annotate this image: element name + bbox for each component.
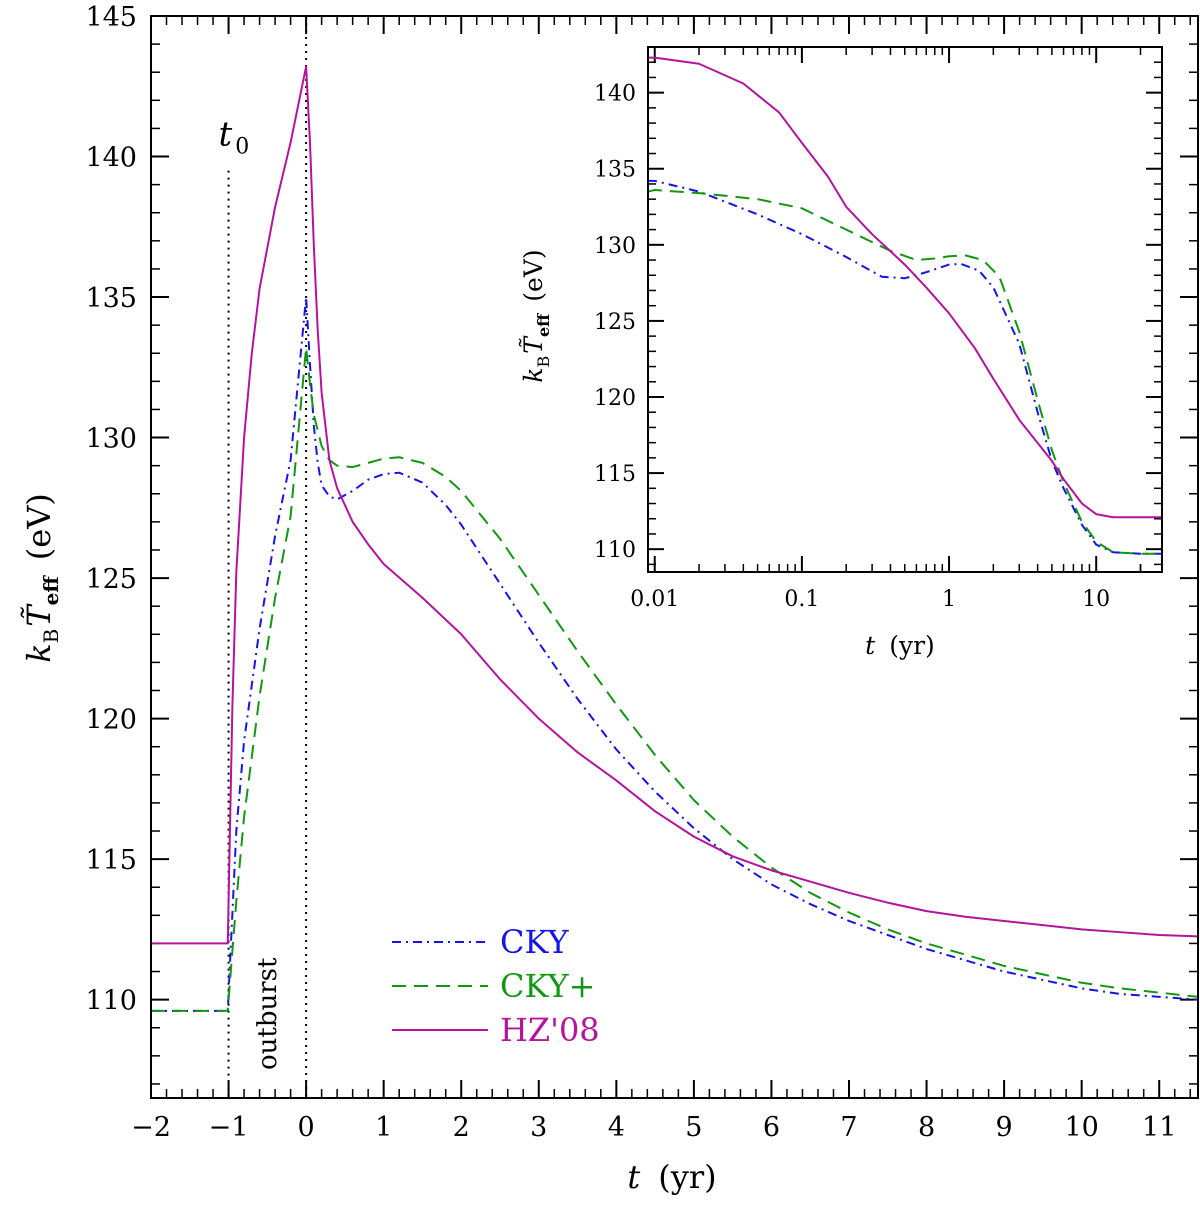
main-y-tick-label: 120 [85,705,137,736]
legend: CKY CKY+ HZ'08 [392,923,600,1049]
legend-label-cky: CKY [500,923,570,961]
inset-x-tick-label: 1 [942,587,956,612]
outburst-label: outburst [253,957,283,1070]
main-x-tick-label: 10 [1064,1112,1098,1143]
legend-item-ckyplus: CKY+ [392,967,595,1005]
main-x-tick-label: 1 [375,1112,392,1143]
inset-x-tick-label: 0.01 [630,587,679,612]
inset-series-cky [647,189,1162,555]
inset-x-axis-label: t (yr) [865,631,935,660]
legend-item-cky: CKY [392,923,570,961]
inset-x-tick-label: 0.1 [784,587,819,612]
main-x-tick-label: 7 [840,1112,857,1143]
main-x-axis-label: t (yr) [627,1158,716,1196]
main-x-tick-label: 3 [530,1112,547,1143]
inset-series-lines [647,56,1162,555]
inset-x-tick-label: 10 [1082,587,1110,612]
main-plot-frame [150,15,1199,1099]
main-ticks [150,15,1198,1098]
main-series-cky [151,346,1199,1012]
inset-y-tick-label: 115 [594,462,636,487]
main-x-tick-label: 5 [685,1112,702,1143]
main-x-tick-label: 2 [453,1112,470,1143]
inset-y-tick-label: 140 [594,82,636,107]
main-y-tick-label: 130 [85,424,137,455]
legend-label-ckyplus: CKY+ [500,967,595,1005]
inset-y-tick-label: 135 [594,158,636,183]
inset-plot-frame [647,46,1163,573]
main-y-tick-label: 135 [85,283,137,314]
inset-series-hz08 [648,56,1162,519]
main-x-tick-label: 8 [918,1112,935,1143]
inset-y-tick-label: 120 [594,386,636,411]
inset-y-tick-label: 110 [594,538,636,563]
main-series-hz08 [151,65,1199,945]
main-x-tick-label: −1 [209,1112,249,1143]
inset-y-tick-label: 125 [594,310,636,335]
main-x-tick-label: 9 [996,1112,1013,1143]
main-y-tick-label: 125 [85,564,137,595]
main-y-axis-label: kBT̃eff(eV) [20,493,63,663]
legend-label-hz08: HZ'08 [500,1011,600,1049]
legend-item-hz08: HZ'08 [392,1011,600,1049]
inset-background [648,47,1162,572]
inset-y-axis-label: kBT̃eff(eV) [519,249,553,382]
main-x-tick-label: 4 [608,1112,625,1143]
main-y-tick-label: 140 [85,143,137,174]
main-y-tick-label: 110 [85,986,137,1017]
main-tick-labels: −2 −1 0 1 2 3 4 5 6 7 8 9 10 111101151201251301351401… [85,2,1176,1143]
main-x-tick-label: 11 [1142,1112,1176,1143]
main-series-lines [151,65,1199,1012]
main-y-tick-label: 115 [85,845,137,876]
main-x-tick-label: 6 [763,1112,780,1143]
main-y-tick-label: 145 [85,2,137,33]
main-x-tick-label: −2 [131,1112,171,1143]
inset-y-tick-label: 130 [594,234,636,259]
main-x-tick-label: 0 [298,1112,315,1143]
inset-ticks [648,46,1162,572]
